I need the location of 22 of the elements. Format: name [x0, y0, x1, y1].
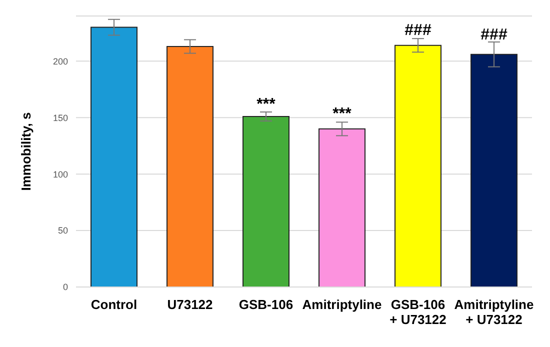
y-tick-label: 150	[52, 112, 68, 123]
y-axis-title: Immobility, s	[18, 112, 34, 191]
x-tick-label: U73122	[167, 297, 213, 312]
x-tick-label: GSB-106 + U73122	[390, 297, 446, 327]
x-tick-label: GSB-106	[238, 297, 294, 312]
bar	[166, 46, 214, 287]
x-tick-label: Amitriptyline	[302, 297, 382, 312]
annotation: ***	[256, 96, 276, 113]
bar	[90, 26, 138, 287]
y-tick-label: 0	[62, 282, 68, 292]
bar	[318, 128, 366, 287]
annotation: ###	[480, 26, 508, 44]
bar	[242, 116, 290, 287]
annotation: ***	[332, 106, 352, 123]
y-tick-label: 200	[52, 56, 68, 66]
y-tick-label: 100	[52, 169, 68, 180]
x-tick-label: Control	[90, 297, 138, 312]
bar	[470, 54, 518, 287]
annotation: ###	[404, 22, 432, 40]
y-tick-label: 50	[58, 226, 68, 236]
bar	[394, 44, 442, 287]
x-tick-label: Amitriptyline + U73122	[454, 297, 534, 327]
